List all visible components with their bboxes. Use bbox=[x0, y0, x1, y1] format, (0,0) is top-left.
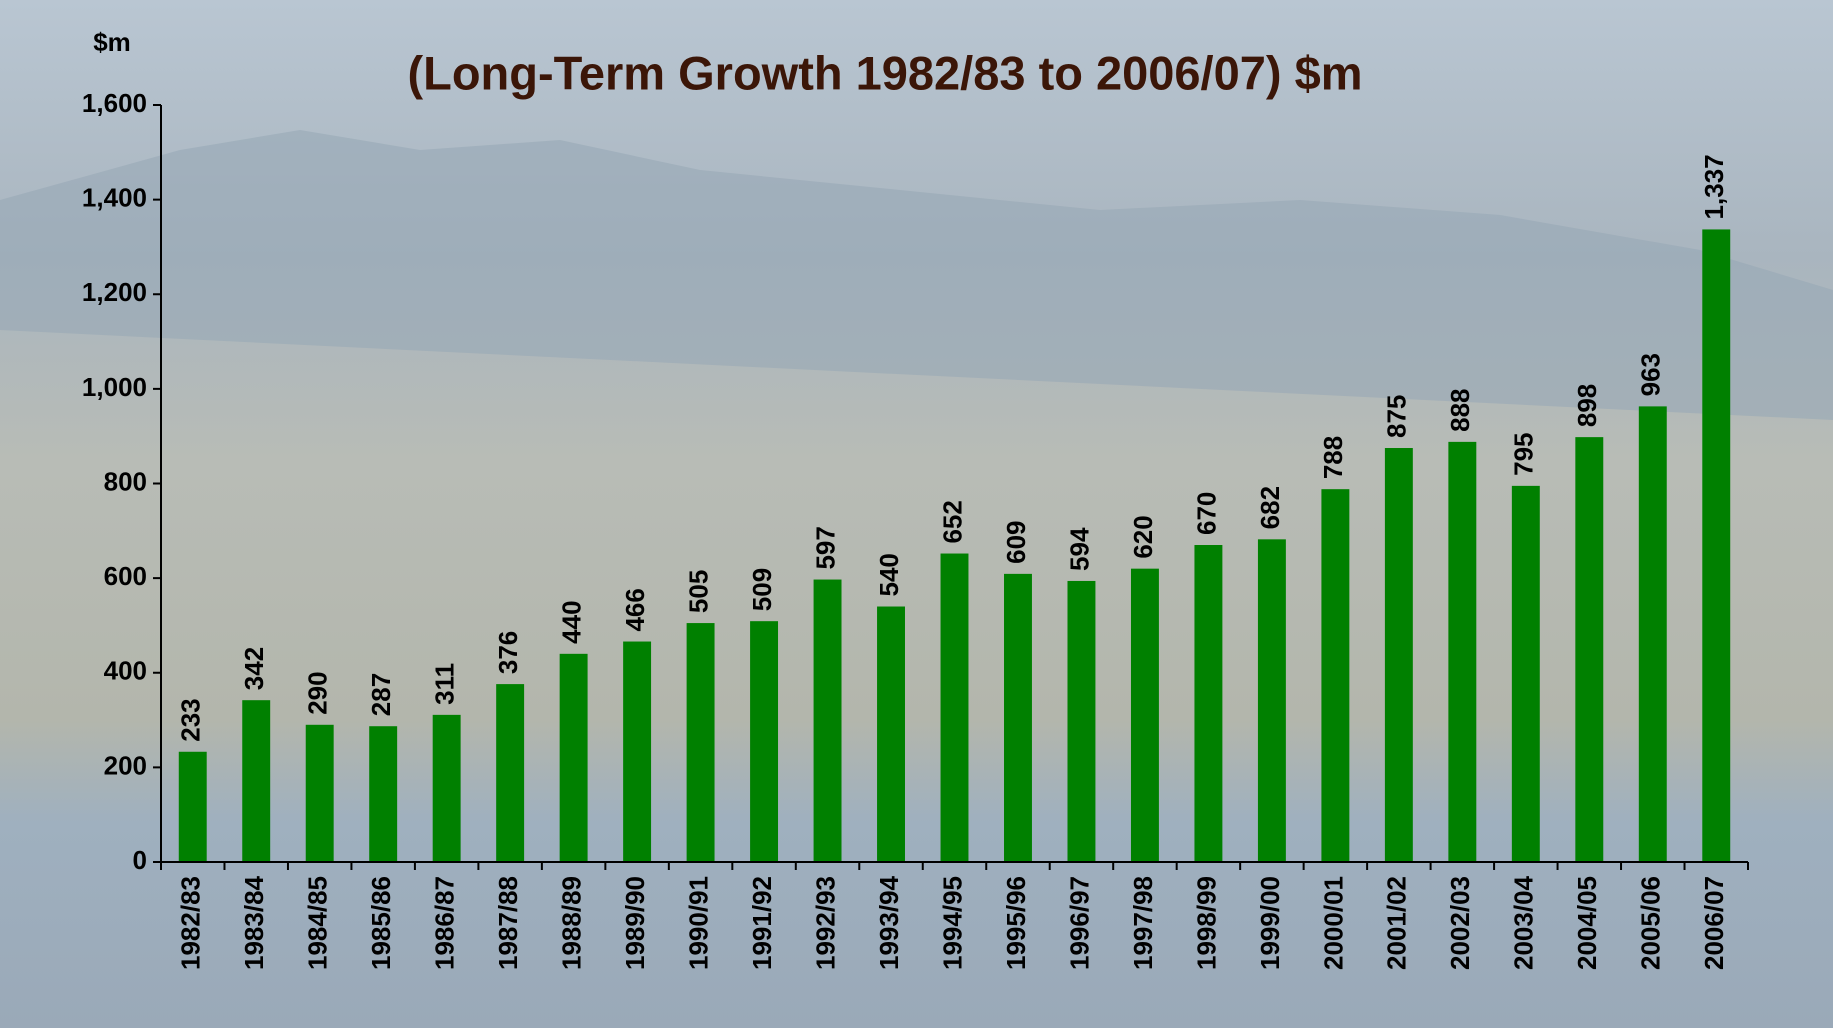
chart-title: (Long-Term Growth 1982/83 to 2006/07) $m bbox=[407, 46, 1362, 99]
background-hills bbox=[0, 130, 1833, 420]
data-label: 311 bbox=[430, 663, 460, 705]
bar bbox=[1067, 580, 1096, 862]
data-label: 597 bbox=[810, 526, 840, 569]
x-tick-label: 2006/07 bbox=[1699, 876, 1729, 970]
x-tick-label: 2002/03 bbox=[1445, 876, 1475, 970]
bar bbox=[813, 579, 842, 862]
bar bbox=[369, 726, 398, 862]
x-tick-label: 1992/93 bbox=[810, 876, 840, 970]
bar bbox=[750, 621, 779, 862]
bar bbox=[1702, 229, 1731, 862]
x-tick-label: 2000/01 bbox=[1318, 876, 1348, 970]
y-tick-label: 1,600 bbox=[82, 88, 147, 118]
data-label: 466 bbox=[620, 588, 650, 631]
data-label: 888 bbox=[1445, 388, 1475, 431]
data-label: 898 bbox=[1572, 384, 1602, 427]
x-tick-label: 1982/83 bbox=[176, 876, 206, 970]
data-label: 652 bbox=[937, 500, 967, 543]
bar bbox=[877, 606, 905, 862]
y-tick-label: 200 bbox=[104, 750, 147, 780]
data-label: 290 bbox=[303, 671, 333, 714]
x-tick-label: 1988/89 bbox=[556, 876, 586, 970]
x-tick-label: 1997/98 bbox=[1128, 876, 1158, 970]
bar bbox=[686, 623, 715, 862]
x-tick-label: 1996/97 bbox=[1064, 876, 1094, 970]
x-tick-label: 2005/06 bbox=[1636, 876, 1666, 970]
bar bbox=[940, 553, 969, 862]
x-tick-label: 1983/84 bbox=[239, 875, 269, 970]
bar bbox=[1638, 406, 1667, 862]
data-label: 440 bbox=[556, 600, 586, 643]
bar bbox=[1321, 489, 1350, 862]
data-label: 594 bbox=[1064, 527, 1094, 571]
data-label: 287 bbox=[366, 673, 396, 716]
x-tick-label: 1998/99 bbox=[1191, 876, 1221, 970]
bar bbox=[1194, 545, 1223, 862]
x-tick-label: 1991/92 bbox=[747, 876, 777, 970]
data-label: 788 bbox=[1318, 436, 1348, 479]
data-label: 875 bbox=[1382, 395, 1412, 438]
x-tick-label: 1995/96 bbox=[1001, 876, 1031, 970]
data-label: 670 bbox=[1191, 492, 1221, 535]
bar bbox=[305, 724, 334, 862]
y-tick-label: 800 bbox=[104, 466, 147, 496]
bar bbox=[1384, 448, 1413, 862]
x-tick-label: 1989/90 bbox=[620, 876, 650, 970]
y-tick-label: 1,000 bbox=[82, 372, 147, 402]
y-tick-label: 600 bbox=[104, 561, 147, 591]
x-tick-label: 1985/86 bbox=[366, 876, 396, 970]
bar bbox=[623, 641, 652, 862]
data-label: 963 bbox=[1636, 353, 1666, 396]
bar bbox=[1448, 441, 1477, 862]
x-tick-label: 2004/05 bbox=[1572, 876, 1602, 970]
data-label: 505 bbox=[683, 570, 713, 613]
bar bbox=[242, 700, 271, 862]
bar bbox=[1511, 485, 1540, 862]
bar bbox=[178, 751, 207, 862]
x-tick-label: 1999/00 bbox=[1255, 876, 1285, 970]
x-tick-label: 1994/95 bbox=[937, 876, 967, 970]
y-tick-label: 400 bbox=[104, 656, 147, 686]
y-tick-label: 1,400 bbox=[82, 183, 147, 213]
x-tick-label: 1993/94 bbox=[874, 875, 904, 970]
bar bbox=[559, 653, 588, 862]
data-label: 540 bbox=[874, 553, 904, 596]
data-label: 609 bbox=[1001, 520, 1031, 563]
x-tick-label: 1987/88 bbox=[493, 876, 523, 970]
x-tick-label: 2001/02 bbox=[1382, 876, 1412, 970]
bar bbox=[432, 714, 461, 862]
data-label: 1,337 bbox=[1699, 154, 1729, 219]
x-tick-label: 1986/87 bbox=[430, 876, 460, 970]
data-label: 233 bbox=[176, 698, 206, 741]
y-axis-label: $m bbox=[93, 27, 131, 57]
bar bbox=[1575, 437, 1604, 862]
x-tick-label: 1984/85 bbox=[303, 876, 333, 970]
data-label: 795 bbox=[1509, 432, 1539, 475]
bar bbox=[1130, 568, 1159, 862]
y-tick-label: 0 bbox=[133, 845, 147, 875]
y-tick-label: 1,200 bbox=[82, 277, 147, 307]
x-tick-label: 1990/91 bbox=[683, 876, 713, 970]
data-label: 376 bbox=[493, 631, 523, 674]
data-label: 342 bbox=[239, 647, 269, 690]
data-label: 509 bbox=[747, 568, 777, 611]
data-label: 620 bbox=[1128, 515, 1158, 558]
bar bbox=[1257, 539, 1286, 862]
bar bbox=[1004, 573, 1032, 862]
data-label: 682 bbox=[1255, 486, 1285, 529]
x-tick-label: 2003/04 bbox=[1509, 875, 1539, 970]
bar bbox=[496, 684, 525, 862]
